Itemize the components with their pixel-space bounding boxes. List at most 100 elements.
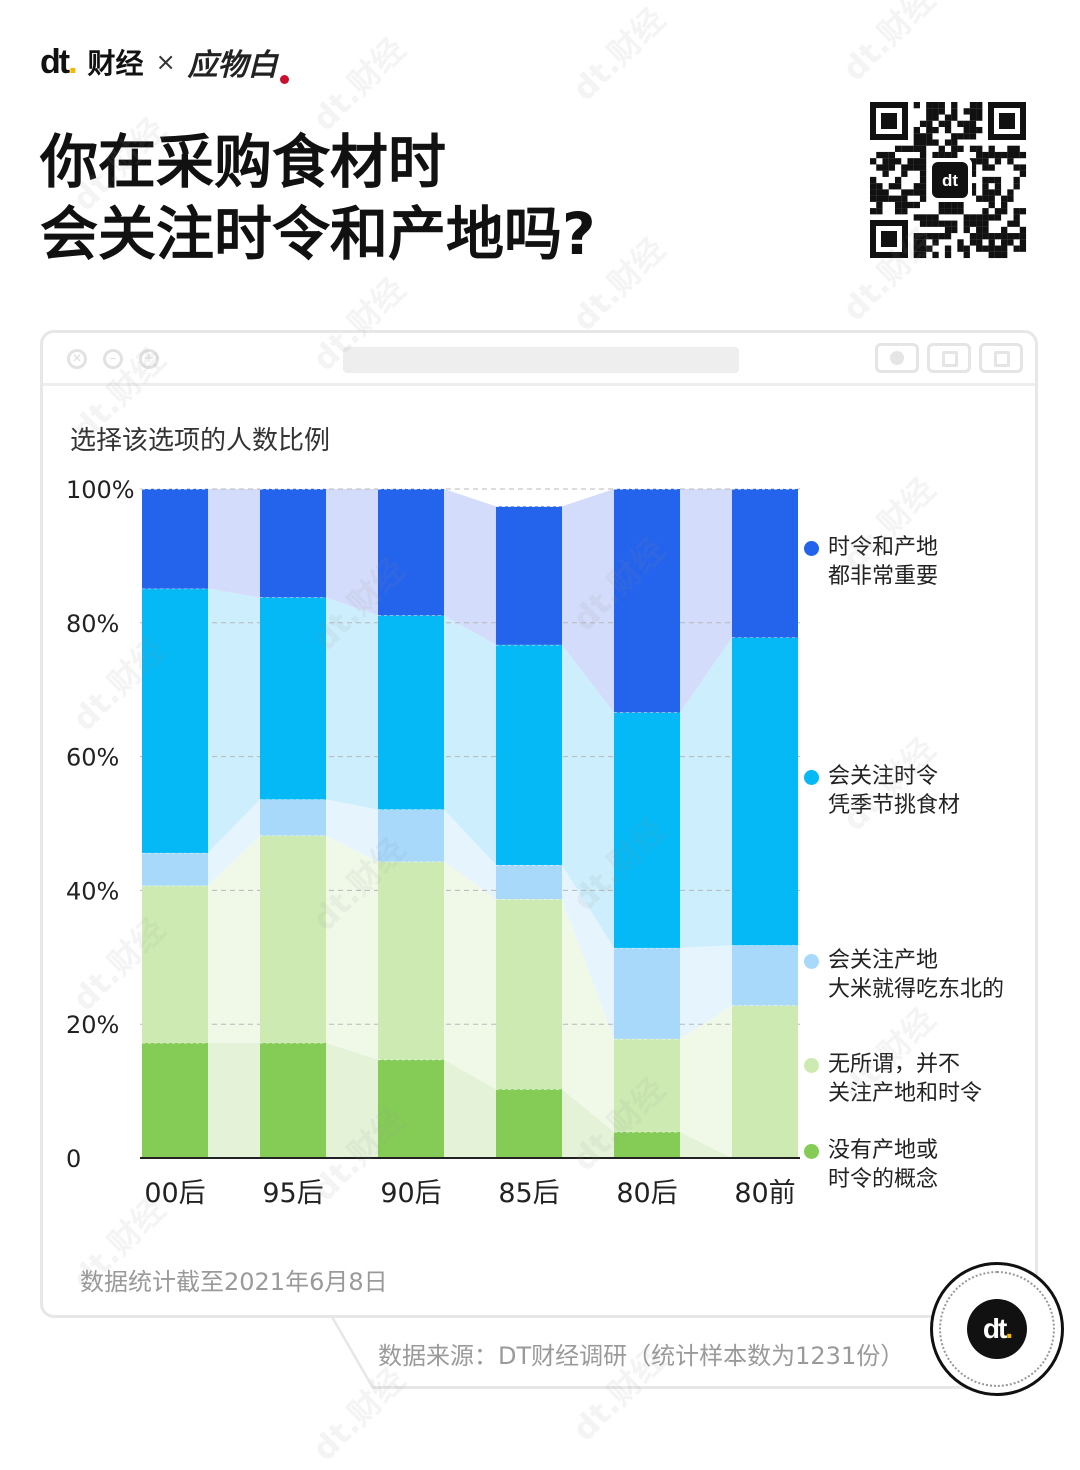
band-2-0: [208, 799, 260, 886]
qr-module: [969, 233, 977, 240]
share-button[interactable]: [927, 343, 971, 373]
qr-module: [913, 145, 920, 152]
qr-module: [932, 220, 939, 227]
qr-module: [944, 139, 952, 146]
qr-module: [926, 120, 933, 128]
qr-module: [938, 151, 945, 159]
qr-module: [888, 183, 896, 190]
qr-module: [994, 208, 1002, 215]
bar-segment: [732, 489, 798, 638]
qr-module: [1001, 201, 1008, 209]
qr-module: [963, 214, 970, 221]
qr-module: [951, 145, 958, 152]
bar-segment: [496, 864, 562, 900]
qr-module: [944, 201, 952, 209]
page-title: 你在采购食材时 会关注时令和产地吗?: [40, 126, 596, 270]
qr-module: [907, 158, 914, 165]
qr-module: [932, 251, 939, 259]
qr-module: [907, 164, 914, 171]
address-bar[interactable]: [343, 347, 739, 373]
qr-module: [932, 239, 939, 246]
qr-module: [938, 120, 945, 128]
bar-segment: [142, 489, 208, 589]
qr-module: [988, 245, 995, 252]
window-minimize-icon[interactable]: –: [103, 349, 123, 369]
bar-segment: [496, 899, 562, 1090]
qr-module: [926, 114, 933, 121]
qr-module: [994, 245, 1002, 252]
qr-module: [888, 151, 896, 159]
record-icon: [890, 351, 904, 365]
band-2-3: [562, 864, 614, 1039]
legend-item: 会关注时令 凭季节挑食材: [804, 762, 1044, 820]
qr-module: [919, 245, 927, 252]
bar-segment: [378, 489, 444, 616]
badge-ring: [939, 1271, 1055, 1387]
qr-module: [988, 164, 995, 171]
record-button[interactable]: [875, 343, 919, 373]
qr-module: [926, 214, 933, 221]
qr-module: [876, 151, 883, 159]
qr-module: [963, 226, 970, 234]
qr-module: [870, 208, 877, 215]
window-close-icon[interactable]: ×: [67, 349, 87, 369]
qr-module: [1001, 245, 1008, 252]
legend-swatch-icon: [804, 770, 819, 785]
qr-module: [982, 158, 989, 165]
qr-module: [982, 183, 989, 190]
qr-module: [932, 114, 939, 121]
band-3-4: [680, 637, 732, 948]
qr-module: [1013, 183, 1020, 190]
stacked-bar-chart: 0 20% 40% 60% 80% 100% 00后 95后 90后 85后 80后 80前: [66, 476, 800, 1209]
qr-module: [882, 195, 889, 202]
qr-module: [976, 126, 983, 134]
qr-module: [951, 102, 958, 109]
qr-module: [919, 214, 927, 221]
qr-module: [913, 126, 920, 134]
qr-module: [969, 145, 977, 152]
band-1-3: [562, 899, 614, 1132]
qr-module: [969, 214, 977, 221]
dt-logo: dt.: [40, 42, 78, 81]
bar-segment: [732, 1005, 798, 1158]
qr-module: [888, 195, 896, 202]
brand-cross: ×: [155, 48, 176, 76]
qr-module: [1019, 151, 1027, 159]
qr-module: [1013, 233, 1020, 240]
qr-module: [1013, 151, 1020, 159]
bar-segment: [142, 1042, 208, 1158]
qr-module: [919, 183, 927, 190]
qr-module: [976, 145, 983, 152]
qr-module: [876, 189, 883, 196]
qr-module: [932, 108, 939, 115]
qr-finder-tl: [870, 102, 908, 140]
qr-module: [907, 189, 914, 196]
qr-module: [963, 133, 970, 140]
qr-module: [919, 164, 927, 171]
band-1-4: [680, 1005, 732, 1158]
band-1-2: [444, 861, 496, 1090]
qr-module: [969, 189, 977, 196]
qr-module: [982, 176, 989, 184]
qr-module: [870, 183, 877, 190]
qr-module: [963, 126, 970, 134]
qr-module: [988, 214, 995, 221]
qr-module: [913, 183, 920, 190]
bar-segment: [378, 615, 444, 810]
qr-module: [982, 245, 989, 252]
qr-module: [938, 108, 945, 115]
x-tick-label: 90后: [380, 1178, 441, 1209]
qr-module: [901, 189, 908, 196]
x-tick-label: 80后: [616, 1178, 677, 1209]
qr-module: [932, 102, 939, 109]
qr-logo-text: dt: [942, 171, 958, 190]
band-0-1: [326, 1042, 378, 1158]
qr-module: [969, 239, 977, 246]
qr-module: [994, 183, 1002, 190]
qr-module: [963, 120, 970, 128]
copy-button[interactable]: [979, 343, 1023, 373]
window-maximize-icon[interactable]: +: [139, 349, 159, 369]
qr-module: [969, 102, 977, 109]
y-axis: 0 20% 40% 60% 80% 100%: [66, 476, 800, 1173]
qr-module: [1013, 220, 1020, 227]
